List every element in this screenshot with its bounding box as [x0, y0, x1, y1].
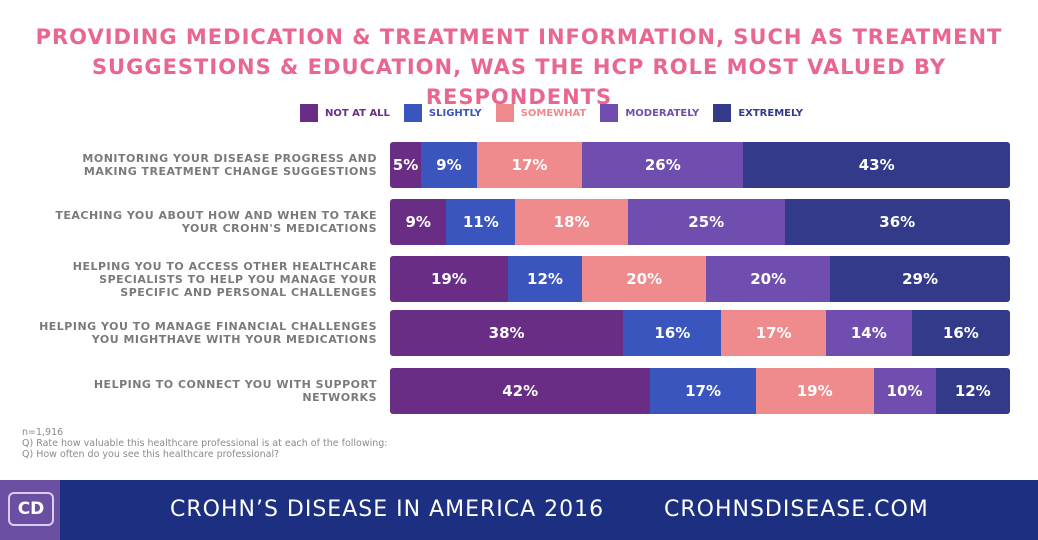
data-label: 42%: [502, 382, 539, 400]
bar-segment: 9%: [421, 142, 477, 188]
bar-segment: 12%: [935, 368, 1010, 414]
legend-label: SLIGHTLY: [428, 107, 482, 119]
bar-segment: 25%: [627, 199, 785, 245]
data-label: 11%: [462, 213, 499, 231]
data-label: 43%: [858, 156, 895, 174]
bar-segment: 26%: [582, 142, 744, 188]
footer-title: CROHN’S DISEASE IN AMERICA 2016: [170, 497, 605, 522]
bar-row: 38% 16% 17% 14% 16%: [390, 310, 1010, 356]
legend-item: MODERATELY: [600, 104, 699, 122]
data-label: 29%: [902, 270, 939, 288]
category-label: Teaching you about how and when to take …: [55, 209, 377, 235]
category-label: Helping you to access other healthcare s…: [72, 259, 377, 299]
data-label: 20%: [626, 270, 663, 288]
cd-logo: CD: [0, 480, 60, 540]
notes: n=1,916 Q) Rate how valuable this health…: [22, 427, 388, 460]
bar-row: 9% 11% 18% 25% 36%: [390, 199, 1010, 245]
data-label: 36%: [879, 213, 916, 231]
legend-label: MODERATELY: [625, 107, 700, 119]
bar-segment: 16%: [911, 310, 1010, 356]
bar-segment: 17%: [721, 310, 826, 356]
chart-title: Providing medication & treatment informa…: [35, 25, 1003, 109]
question-2: Q) How often do you see this healthcare …: [22, 449, 280, 460]
legend-swatch: [403, 104, 422, 122]
bar-segment: 19%: [390, 256, 508, 302]
bar-segment: 20%: [582, 256, 707, 302]
legend-swatch: [713, 104, 732, 122]
legend-label: NOT AT ALL: [325, 107, 390, 119]
bar-segment: 12%: [507, 256, 583, 302]
bar-segment: 9%: [390, 199, 447, 245]
data-label: 17%: [755, 324, 792, 342]
data-label: 25%: [688, 213, 725, 231]
legend-item: EXTREMELY: [713, 104, 803, 122]
legend-label: SOMEWHAT: [520, 107, 587, 119]
bar-row: 42% 17% 19% 10% 12%: [390, 368, 1010, 414]
bar-segment: 18%: [515, 199, 628, 245]
legend-swatch: [495, 104, 514, 122]
data-label: 38%: [488, 324, 525, 342]
data-label: 9%: [405, 213, 431, 231]
bar-row: 19% 12% 20% 20% 29%: [390, 256, 1010, 302]
data-label: 9%: [436, 156, 462, 174]
bar-segment: 19%: [755, 368, 874, 414]
legend-item: SLIGHTLY: [403, 104, 482, 122]
data-label: 14%: [850, 324, 887, 342]
data-label: 16%: [942, 324, 979, 342]
bar-segment: 29%: [830, 256, 1010, 302]
data-label: 17%: [511, 156, 548, 174]
category-label: Helping you to manage financial challeng…: [39, 320, 377, 346]
category-label: Monitoring your disease progress and mak…: [82, 152, 377, 178]
bar-segment: 11%: [446, 199, 516, 245]
data-label: 26%: [644, 156, 681, 174]
data-label: 17%: [685, 382, 722, 400]
bar-row: 5% 9% 17% 26% 43%: [390, 142, 1010, 188]
bar-segment: 17%: [650, 368, 756, 414]
bar-segment: 38%: [390, 310, 624, 356]
bar-segment: 17%: [476, 142, 583, 188]
footer: CD CROHN’S DISEASE IN AMERICA 2016 CROHN…: [0, 480, 1038, 540]
data-label: 5%: [392, 156, 419, 174]
legend: NOT AT ALL SLIGHTLY SOMEWHAT MODERATELY EXTR…: [300, 104, 803, 122]
legend-swatch: [600, 104, 619, 122]
legend-item: NOT AT ALL: [300, 104, 390, 122]
category-label: Helping to connect you with support netw…: [93, 378, 377, 404]
sample-size: n=1,916: [22, 427, 64, 438]
data-label: 18%: [553, 213, 590, 231]
bar-segment: 16%: [623, 310, 722, 356]
data-label: 12%: [527, 270, 563, 288]
data-label: 19%: [796, 382, 833, 400]
data-label: 10%: [886, 382, 923, 400]
bar-segment: 36%: [784, 199, 1010, 245]
legend-item: SOMEWHAT: [495, 104, 587, 122]
legend-swatch: [300, 104, 318, 122]
logo-text: CD: [8, 492, 54, 526]
bar-segment: 10%: [873, 368, 936, 414]
data-label: 19%: [430, 270, 467, 288]
legend-label: EXTREMELY: [738, 107, 804, 119]
bar-segment: 5%: [390, 142, 421, 188]
bar-segment: 42%: [390, 368, 651, 414]
data-label: 16%: [654, 324, 691, 342]
data-label: 20%: [750, 270, 787, 288]
footer-url[interactable]: CROHNSDISEASE.COM: [664, 497, 929, 522]
question-1: Q) Rate how valuable this healthcare pro…: [22, 438, 388, 449]
bar-segment: 20%: [706, 256, 831, 302]
bar-segment: 43%: [743, 142, 1010, 188]
bar-segment: 14%: [825, 310, 912, 356]
data-label: 12%: [954, 382, 991, 400]
